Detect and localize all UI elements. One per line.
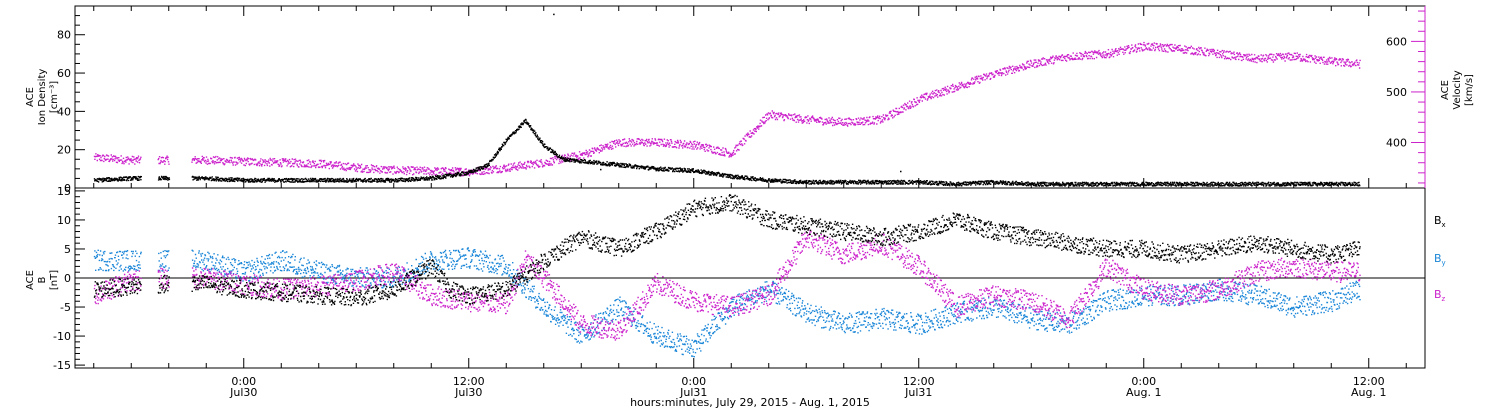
x-tick-time-2: 0:00 (681, 375, 706, 388)
density-outlier-2 (900, 170, 902, 173)
bottom-tick-label-0: -15 (53, 359, 71, 372)
bottom-tick-label-6: 15 (57, 185, 71, 198)
density-outlier-0 (553, 13, 555, 16)
bottom-panel-data (75, 194, 1425, 358)
top-ylabel-line2: Ion Density (37, 69, 48, 126)
x-tick-date-5: Aug. 1 (1351, 386, 1386, 399)
top-panel-data (93, 13, 1361, 187)
x-tick-time-3: 12:00 (903, 375, 935, 388)
top-ylabel-line3: [cm⁻³] (49, 81, 60, 113)
top-ylabel-line1: ACE (25, 87, 36, 107)
bottom-tick-label-4: 5 (64, 243, 71, 256)
b-series-bx (93, 194, 1361, 307)
top-right-ylabel-line2: Velocity (1452, 70, 1463, 109)
legend-bx: Bx (1434, 214, 1446, 229)
x-tick-time-5: 12:00 (1353, 375, 1385, 388)
x-tick-date-2: Jul31 (679, 386, 707, 399)
bottom-ylabel-line1: ACE (25, 270, 36, 290)
top-left-tick-label-4: 80 (57, 29, 71, 42)
x-tick-time-1: 12:00 (453, 375, 485, 388)
bottom-tick-label-5: 10 (57, 214, 71, 227)
bottom-ylabel-line2: B (37, 276, 48, 283)
top-right-tick-label-0: 400 (1386, 137, 1407, 150)
x-axis-label: hours:minutes, July 29, 2015 - Aug. 1, 2… (630, 396, 870, 409)
legend: Bx By Bz (1434, 214, 1446, 303)
x-tick-date-3: Jul31 (904, 386, 932, 399)
top-right-ylabel-line1: ACE (1440, 80, 1451, 100)
b-series-by (93, 247, 1361, 358)
x-tick-time-0: 0:00 (231, 375, 256, 388)
x-tick-labels: 0:00Jul3012:00Jul300:00Jul3112:00Jul310:… (229, 375, 1386, 399)
top-left-tick-label-1: 20 (57, 144, 71, 157)
x-tick-time-4: 0:00 (1131, 375, 1156, 388)
top-right-tick-label-1: 500 (1386, 86, 1407, 99)
top-left-tick-label-0: 0 (64, 182, 71, 195)
bottom-ylabel-line3: [nT] (49, 270, 60, 290)
axes-ticks: 0 20 40 60 80 400 500 600 -15 -10 -5 0 5 10 15 (53, 6, 1426, 372)
legend-by: By (1434, 252, 1446, 267)
b-series-bz (93, 229, 1361, 341)
bottom-tick-label-1: -10 (53, 330, 71, 343)
x-tick-date-1: Jul30 (454, 386, 482, 399)
velocity-series (93, 41, 1361, 177)
bottom-tick-label-2: -5 (60, 301, 71, 314)
density-series (93, 118, 1361, 187)
top-right-tick-label-2: 600 (1386, 35, 1407, 48)
bottom-tick-label-3: 0 (64, 272, 71, 285)
top-right-ylabel-line3: [km/s] (1464, 74, 1475, 106)
x-tick-date-0: Jul30 (229, 386, 257, 399)
legend-bz: Bz (1434, 288, 1446, 303)
density-outlier-1 (600, 168, 602, 171)
top-left-tick-label-3: 60 (57, 67, 71, 80)
x-tick-date-4: Aug. 1 (1126, 386, 1161, 399)
top-left-tick-label-2: 40 (57, 105, 71, 118)
